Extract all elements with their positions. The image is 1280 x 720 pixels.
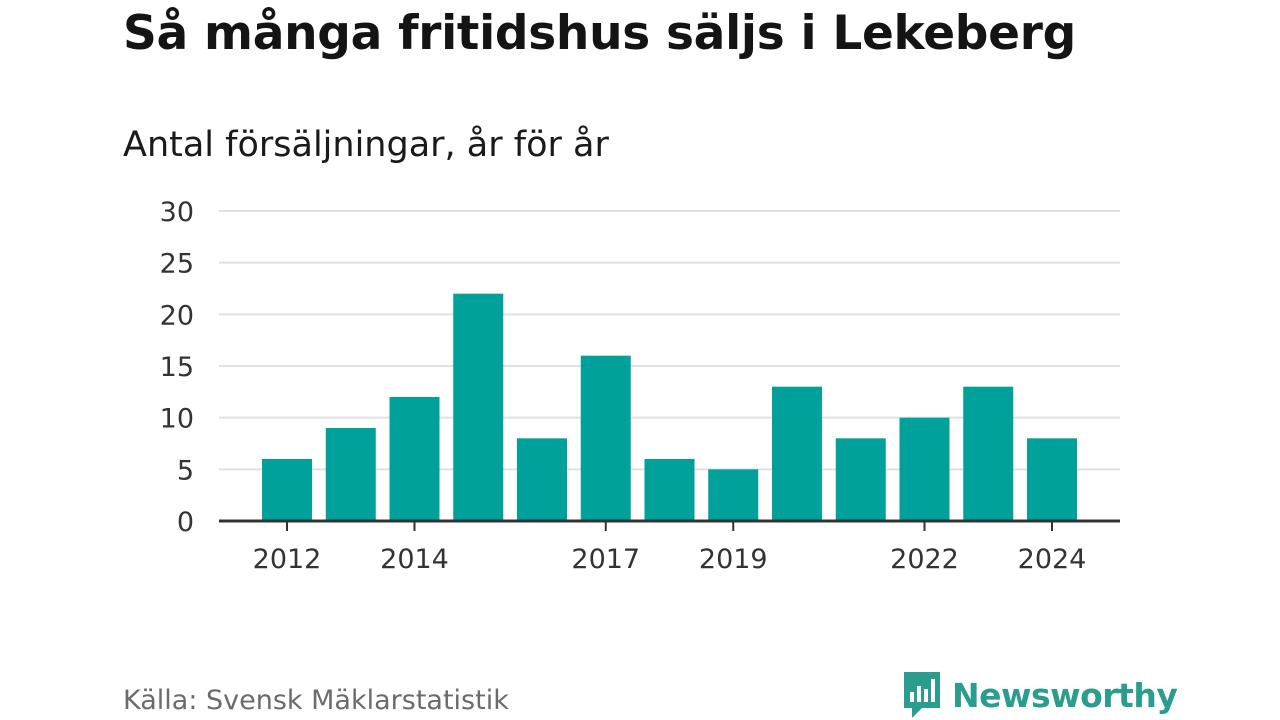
y-tick-label: 25 xyxy=(160,249,194,280)
newsworthy-logo[interactable]: Newsworthy xyxy=(902,670,1178,720)
bar-2024 xyxy=(1027,438,1077,521)
y-tick-label: 5 xyxy=(177,455,194,486)
bar-2016 xyxy=(517,438,567,521)
bar-2020 xyxy=(772,386,822,521)
y-tick-label: 20 xyxy=(160,300,194,331)
bar-2013 xyxy=(325,428,376,521)
bar-2012 xyxy=(262,459,312,521)
x-tick-label: 2014 xyxy=(380,544,449,575)
bar-2021 xyxy=(835,438,886,521)
y-axis-ticks: 0 5 10 15 20 25 30 xyxy=(160,197,194,538)
bars xyxy=(262,293,1077,521)
source-note: Källa: Svensk Mäklarstatistik xyxy=(123,685,509,716)
chart-speech-bubble-icon xyxy=(904,672,940,718)
bar-2022 xyxy=(899,417,950,521)
x-tick-label: 2024 xyxy=(1018,544,1087,575)
bar-2018 xyxy=(644,459,695,521)
bar-chart: 0 5 10 15 20 25 30 2012 2014 2017 2019 2022 2024 xyxy=(160,197,1120,575)
bar-2015 xyxy=(453,293,504,521)
bar-2023 xyxy=(963,386,1014,521)
bar-2017 xyxy=(580,355,631,521)
x-axis: 2012 2014 2017 2019 2022 2024 xyxy=(219,519,1120,575)
chart-subtitle: Antal försäljningar, år för år xyxy=(123,125,609,165)
bar-2014 xyxy=(389,397,440,521)
y-tick-label: 0 xyxy=(177,507,194,538)
x-tick-label: 2019 xyxy=(699,544,768,575)
x-tick-label: 2017 xyxy=(571,544,640,575)
y-tick-label: 15 xyxy=(160,352,194,383)
y-tick-label: 30 xyxy=(160,197,194,228)
x-tick-label: 2012 xyxy=(253,544,322,575)
brand-name: Newsworthy xyxy=(952,675,1178,715)
y-tick-label: 10 xyxy=(160,404,194,435)
x-tick-label: 2022 xyxy=(890,544,959,575)
bar-2019 xyxy=(708,469,759,521)
chart-title: Så många fritidshus säljs i Lekeberg xyxy=(123,6,1076,61)
